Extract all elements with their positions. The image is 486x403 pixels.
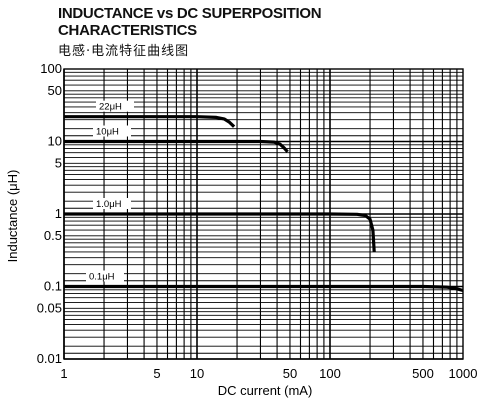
series-label: 1.0μH [96, 199, 122, 210]
series-line-1 [64, 115, 236, 128]
chart-subtitle: 电感·电流特征曲线图 [58, 44, 190, 59]
series-label-bg [86, 270, 124, 282]
y-tick-label: 0.05 [37, 300, 62, 315]
y-tick-label: 10 [48, 134, 62, 149]
y-tick-label: 0.1 [44, 279, 62, 294]
series-label: 10μH [96, 127, 119, 138]
series-line-3 [64, 212, 376, 252]
series-label-bg [96, 100, 134, 112]
y-tick-labels: 100 50 10 5 1 0.5 0.1 0.05 0.01 [37, 61, 62, 366]
y-tick-label: 5 [55, 155, 62, 170]
y-tick-label: 100 [40, 61, 62, 76]
series-line-4 [64, 284, 464, 293]
x-tick-label: 100 [319, 366, 341, 381]
x-tick-label: 1 [60, 366, 67, 381]
series-label-bg [93, 125, 131, 137]
series-label: 22μH [99, 102, 122, 113]
series-lines [64, 115, 464, 293]
y-tick-label: 1 [55, 206, 62, 221]
series-line-2 [64, 139, 289, 153]
x-tick-label: 500 [412, 366, 434, 381]
series-label: 0.1μH [89, 272, 115, 283]
x-tick-labels: 1 5 10 50 100 500 1000 [60, 366, 477, 381]
x-tick-label: 5 [153, 366, 160, 381]
x-tick-label: 10 [190, 366, 204, 381]
y-axis-label: Inductance (μH) [5, 170, 20, 263]
x-tick-label: 50 [283, 366, 297, 381]
x-axis-label: DC current (mA) [218, 383, 313, 398]
y-tick-label: 0.01 [37, 351, 62, 366]
chart-title-line2: CHARACTERISTICS [58, 22, 197, 39]
chart-title: INDUCTANCE vs DC SUPERPOSITION [58, 5, 322, 22]
series-label-bg [93, 198, 131, 209]
y-tick-label: 50 [48, 83, 62, 98]
series-labels: 22μH 10μH 1.0μH 0.1μH [86, 100, 134, 283]
y-tick-label: 0.5 [44, 228, 62, 243]
x-tick-label: 1000 [449, 366, 478, 381]
